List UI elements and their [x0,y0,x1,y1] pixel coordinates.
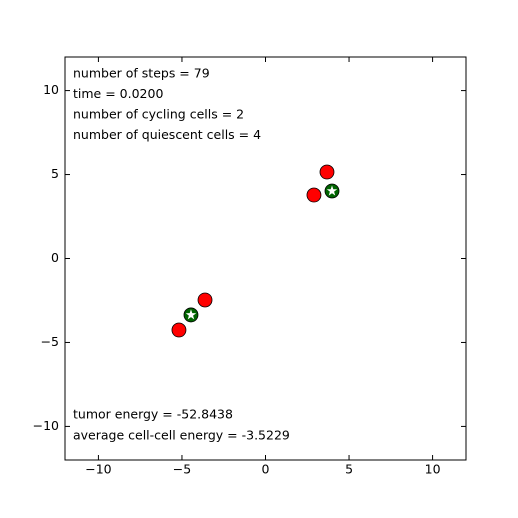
x-tick-label: −10 [85,462,111,477]
annotation: average cell-cell energy = -3.5229 [73,428,290,443]
x-tick-label: 5 [345,462,353,477]
cell-star [326,185,338,196]
annotation: number of quiescent cells = 4 [73,127,261,142]
y-tick-label: −5 [41,334,59,349]
y-tick-label: 10 [43,82,59,97]
x-tick-label: 0 [262,462,270,477]
y-tick-label: −10 [33,418,59,433]
y-tick-label: 0 [51,250,59,265]
y-tick-label: 5 [51,166,59,181]
annotation: tumor energy = -52.8438 [73,407,233,422]
annotation: number of cycling cells = 2 [73,107,244,122]
cell-marker [171,322,187,338]
cell-marker [319,164,335,180]
annotation: time = 0.0200 [73,86,163,101]
x-tick-label: 10 [425,462,441,477]
x-tick-label: −5 [173,462,191,477]
cell-marker [306,187,322,203]
cell-star [185,309,197,320]
cell-marker [197,292,213,308]
annotation: number of steps = 79 [73,66,210,81]
